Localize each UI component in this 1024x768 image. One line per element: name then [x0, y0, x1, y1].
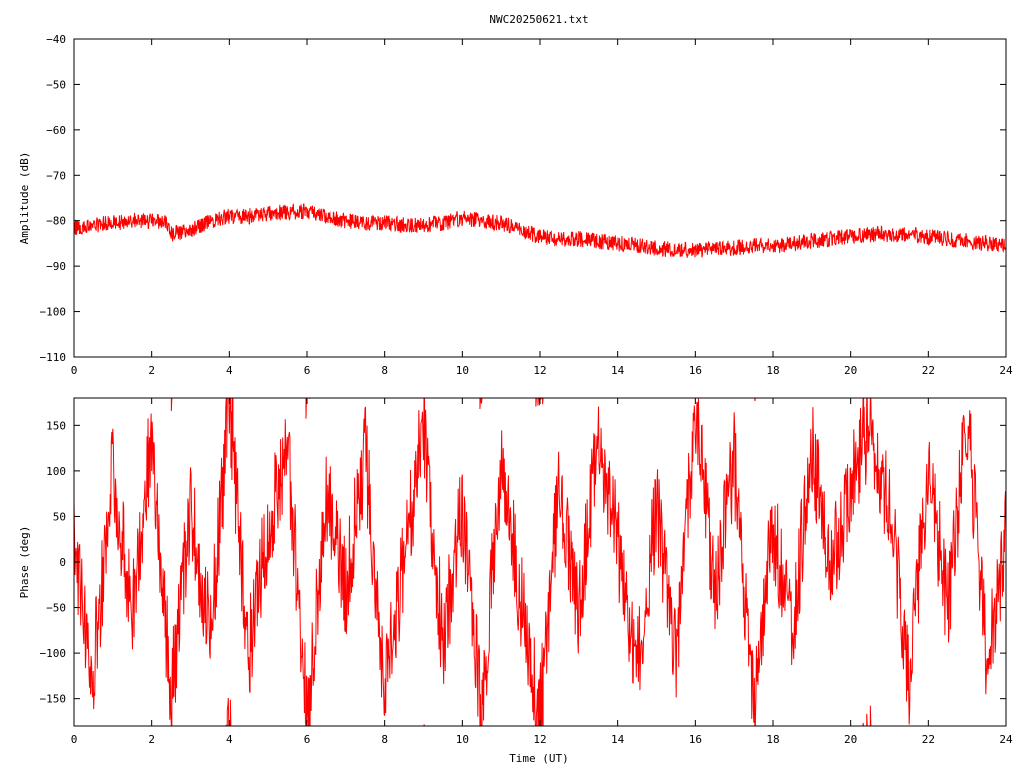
x-tick-label: 14 — [611, 733, 625, 746]
amplitude-series — [73, 203, 1007, 258]
x-tick-label: 24 — [999, 733, 1013, 746]
amplitude-axis-ticks: 0 2 4 6 8 10 12 14 16 18 20 22 24−40−50−60−70−80−90−… — [40, 33, 1013, 377]
amplitude-line — [73, 203, 1007, 258]
x-tick-label: 20 — [844, 364, 857, 377]
x-tick-label: 8 — [381, 364, 388, 377]
phase-axis-ticks: 0 2 4 6 8 10 12 14 16 18 20 22 24150100500−50−100−15… — [40, 398, 1013, 746]
y-tick-label: −110 — [40, 351, 67, 364]
phase-y-axis-label: Phase (deg) — [18, 526, 31, 599]
phase-line — [73, 397, 1007, 727]
x-tick-label: 16 — [689, 364, 702, 377]
y-tick-label: −50 — [46, 78, 66, 91]
x-tick-label: 0 — [71, 733, 78, 746]
x-tick-label: 6 — [304, 364, 311, 377]
x-tick-label: 8 — [381, 733, 388, 746]
y-tick-label: 100 — [46, 465, 66, 478]
x-tick-label: 2 — [148, 733, 155, 746]
y-tick-label: −60 — [46, 124, 66, 137]
x-tick-label: 4 — [226, 364, 233, 377]
x-tick-label: 0 — [71, 364, 78, 377]
x-tick-label: 18 — [766, 364, 779, 377]
amplitude-y-axis-label: Amplitude (dB) — [18, 152, 31, 245]
y-tick-label: 150 — [46, 419, 66, 432]
x-axis-label: Time (UT) — [509, 752, 569, 765]
x-tick-label: 18 — [766, 733, 779, 746]
x-tick-label: 14 — [611, 364, 625, 377]
x-tick-label: 12 — [533, 733, 546, 746]
y-tick-label: −70 — [46, 169, 66, 182]
x-tick-label: 22 — [922, 364, 935, 377]
x-tick-label: 10 — [456, 733, 469, 746]
x-tick-label: 24 — [999, 364, 1013, 377]
chart-title: NWC20250621.txt — [489, 13, 588, 26]
y-tick-label: −100 — [40, 306, 67, 319]
x-tick-label: 22 — [922, 733, 935, 746]
y-tick-label: −50 — [46, 602, 66, 615]
x-tick-label: 2 — [148, 364, 155, 377]
x-tick-label: 12 — [533, 364, 546, 377]
y-tick-label: −40 — [46, 33, 66, 46]
x-tick-label: 20 — [844, 733, 857, 746]
x-tick-label: 10 — [456, 364, 469, 377]
y-tick-label: −80 — [46, 215, 66, 228]
x-tick-label: 6 — [304, 733, 311, 746]
y-tick-label: −100 — [40, 647, 67, 660]
y-tick-label: 50 — [53, 510, 66, 523]
y-tick-label: 0 — [59, 556, 66, 569]
amplitude-plot-frame — [73, 38, 1007, 358]
x-tick-label: 4 — [226, 733, 233, 746]
x-tick-label: 16 — [689, 733, 702, 746]
y-tick-label: −150 — [40, 693, 67, 706]
y-tick-label: −90 — [46, 260, 66, 273]
amplitude-panel: 0 2 4 6 8 10 12 14 16 18 20 22 24−40−50−60−70−80−90−… — [18, 33, 1013, 377]
phase-panel: 0 2 4 6 8 10 12 14 16 18 20 22 24150100500−50−100−15… — [18, 397, 1013, 765]
phase-series — [73, 397, 1007, 727]
